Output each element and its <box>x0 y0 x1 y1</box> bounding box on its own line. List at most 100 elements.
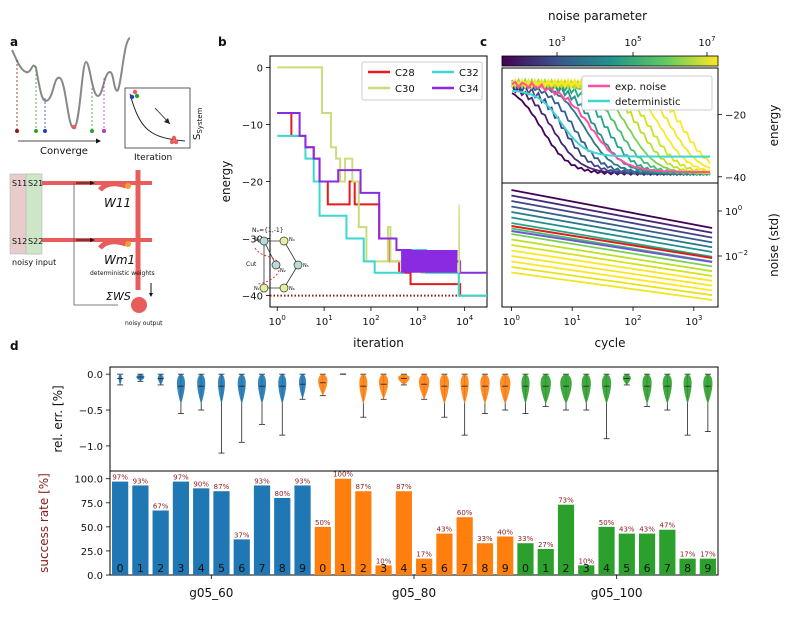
d-bar-pct-label: 27% <box>538 541 554 549</box>
d-top-ytick-label: −1.0 <box>79 442 103 453</box>
b-ytick-label: −30 <box>242 235 263 246</box>
c-bot-series <box>511 233 713 268</box>
b-xtick-label: 103 <box>409 314 426 328</box>
d-bar-pct-label: 93% <box>133 477 149 485</box>
d-top-ylabel: rel. err. [%] <box>51 385 65 452</box>
b-spike <box>458 204 461 273</box>
b-legend-label: C34 <box>459 84 479 95</box>
d-bar-index: 0 <box>522 562 529 575</box>
d-group-label: g05_80 <box>392 586 436 600</box>
s-system-label: SSystem <box>192 107 204 140</box>
d-violin-body <box>278 374 287 405</box>
d-violin-body <box>418 374 430 400</box>
d-bar-pct-label: 93% <box>295 477 311 485</box>
b-ytick-label: 0 <box>257 63 263 74</box>
d-bar <box>233 539 250 575</box>
w11-label: W11 <box>104 196 131 210</box>
d-top-ytick-label: 0.0 <box>87 370 103 381</box>
d-bar-index: 2 <box>563 562 570 575</box>
b-ytick-label: −40 <box>242 292 263 303</box>
d-violin-body <box>540 374 551 405</box>
d-bar-index: 1 <box>340 562 347 575</box>
d-bar-index: 4 <box>603 562 610 575</box>
d-violin-body <box>359 374 368 405</box>
d-bar <box>172 481 190 575</box>
d-bar <box>578 565 595 575</box>
d-violin-body <box>237 374 246 405</box>
d-violin-body <box>157 374 164 385</box>
d-bot-ylabel: success rate [%] <box>37 473 51 573</box>
b-series-C34 <box>277 112 487 274</box>
d-bar <box>193 488 210 575</box>
d-group-label: g05_60 <box>189 586 233 600</box>
d-violin-body <box>642 374 652 405</box>
b-xtick-label: 104 <box>456 314 474 328</box>
d-bar-pct-label: 87% <box>356 483 372 491</box>
d-group-label: g05_100 <box>591 586 643 600</box>
b-legend: C28 C30 C32 C34 <box>361 61 483 101</box>
b-xtick-label: 101 <box>316 314 333 328</box>
c-bot-series <box>511 255 713 287</box>
d-bar-index: 5 <box>623 562 630 575</box>
d-violin-body <box>197 374 206 405</box>
noisy-output-label: noisy output <box>125 320 163 327</box>
d-violin-body <box>500 374 511 405</box>
d-bar <box>375 565 392 575</box>
d-bar-index: 6 <box>238 562 245 575</box>
c-bot-xtick-label: 100 <box>503 314 520 328</box>
wm1-label: Wm1 <box>104 253 135 267</box>
inset-node-n5: N₅ <box>303 263 309 269</box>
d-bar <box>557 504 575 575</box>
d-bar-pct-label: 40% <box>497 528 513 536</box>
d-bar-index: 8 <box>684 562 691 575</box>
d-bar <box>112 481 129 575</box>
panel-b-energy-chart: 0 −10 −20 −30 −40 100 101 102 103 104 iteration ene… <box>219 55 488 350</box>
panel-letter-b: b <box>218 35 227 49</box>
panel-letter-c: c <box>480 35 487 49</box>
inset-node-n3: N₃ <box>254 237 260 243</box>
d-bar-index: 1 <box>542 562 549 575</box>
d-bar-index: 9 <box>299 562 306 575</box>
d-bar-pct-label: 90% <box>193 480 209 488</box>
c-legend-det-label: deterministic <box>615 97 681 108</box>
d-bar-index: 0 <box>319 562 326 575</box>
sample-markers <box>15 60 106 133</box>
d-bar-index: 0 <box>117 562 124 575</box>
d-bar-pct-label: 17% <box>700 551 716 559</box>
panel-a-schematic: Converge Iteration SSystem S11 S21 S12 S… <box>9 37 204 327</box>
d-bar <box>416 558 433 575</box>
d-bot-ytick-label: 25.0 <box>81 547 103 558</box>
c-bot-series <box>511 238 713 273</box>
d-violin-body <box>601 374 612 405</box>
d-bar-index: 9 <box>502 562 509 575</box>
d-bar <box>436 533 453 575</box>
d-violin-body <box>398 374 410 385</box>
d-bar-pct-label: 60% <box>457 509 473 517</box>
d-bar <box>476 543 494 575</box>
b-xtick-label: 102 <box>362 314 379 328</box>
c-bot-xtick-label: 103 <box>685 314 702 328</box>
d-bar <box>334 478 352 575</box>
d-bar-pct-label: 10% <box>578 557 594 565</box>
d-bar-index: 5 <box>218 562 225 575</box>
d-violin-body <box>662 374 672 405</box>
c-top-legend: exp. noise deterministic <box>581 75 713 111</box>
panel-d-benchmark: 0.0 −0.5 −1.0 rel. err. [%] 0.0 25.0 50.0 75.0… <box>37 366 719 600</box>
d-bar-index: 5 <box>421 562 428 575</box>
d-violin-body <box>581 374 591 405</box>
inset-title: Nₓ={1,-1} <box>252 227 284 234</box>
d-bar-pct-label: 47% <box>660 522 676 530</box>
c-top-ylabel: energy <box>767 105 781 147</box>
inset-node-n6: N₆ <box>289 286 295 292</box>
d-bar <box>598 526 615 575</box>
d-bar-index: 4 <box>400 562 407 575</box>
d-violin-body <box>439 374 450 405</box>
det-weights-label: deterministic weights <box>90 270 155 277</box>
c-bot-xtick-label: 101 <box>564 314 581 328</box>
inset-node-n4: N₄ <box>289 237 295 243</box>
c-bot-det-line <box>511 230 713 263</box>
matrix-s21: S21 <box>28 179 43 188</box>
d-bot-ytick-label: 0.0 <box>87 571 103 582</box>
c-bot-series <box>511 200 713 239</box>
